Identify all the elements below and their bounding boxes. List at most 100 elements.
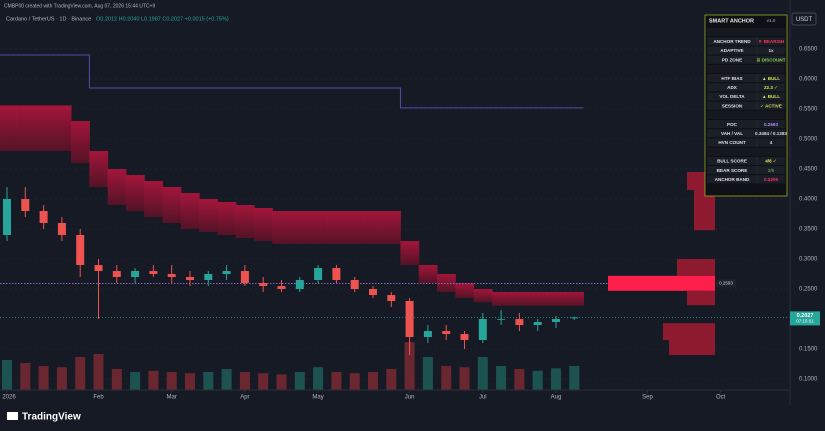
panel-row-label: HVN COUNT [718,140,746,145]
volume-bar [185,373,195,390]
logo-mark [7,412,18,420]
volume-bar [221,369,232,390]
volume-bar [56,367,67,390]
htf-line [0,54,584,109]
x-tick-label: Aug [551,395,562,401]
volume-bar [496,366,507,390]
anchor-band-step [272,211,292,245]
y-tick-label: 0.4500 [799,167,818,173]
credit: CMBP00 created with TradingView.com, Aug… [4,3,155,9]
unit-box[interactable] [791,12,817,26]
y-tick-label: 0.2500 [799,287,818,293]
candle-body [497,319,506,320]
volume-bar [349,373,360,390]
candle-body [240,271,249,284]
panel-row-label: BULL SCORE [717,159,747,164]
candle-body [314,268,323,281]
panel-row-label: ANCHOR BAND [715,177,750,182]
volume-bar [258,373,269,390]
panel-row-bg [707,175,785,184]
volume-bar [2,360,12,390]
candle-body [259,283,268,287]
volume-bar [75,357,86,390]
volume-profile-row [694,205,715,231]
logo: TradingView [7,412,81,423]
anchor-band-step [144,181,164,218]
panel-row-bg [707,92,785,101]
candle-body [552,319,560,323]
volume-bar [386,369,397,390]
panel-row-bg [707,138,785,147]
volume-bar [532,370,543,390]
panel-separator [707,110,785,119]
y-tick-label: 0.1500 [799,347,818,353]
volume-bar [313,367,324,390]
candle-body [405,301,414,338]
y-tick-label: 0.5500 [799,107,818,113]
panel-row-label: ADX [727,85,738,90]
volume-bar [20,363,31,390]
panel-row-bg [707,156,785,165]
panel-row-value: ⊞ DISCOUNT [756,57,785,62]
panel-row-value: ▲ BULL [762,76,780,81]
anchor-band-step [565,292,584,306]
anchor-band-step [16,105,35,152]
volume-bar [203,372,214,390]
smart-anchor-panel: SMART ANCHOR v1.0 ANCHOR TREND ▼ BEARISH ADA… [704,14,787,197]
x-tick-label: Oct [716,395,726,401]
last-price: 0.2027 [797,313,814,319]
y-tick-label: 0.1000 [799,377,818,383]
anchor-band-step [89,151,109,188]
candle-body [3,199,11,236]
volume-bar [93,354,104,390]
panel-row-value: 0.3484 / 0.1383 [755,131,787,136]
anchor-band-step [199,199,218,233]
panel-row-value: 2/6 [768,168,775,173]
anchor-band-step [71,121,90,164]
candle-body [478,319,487,341]
anchor-band-step [180,193,200,230]
poc-label: 0.2593 [719,281,733,286]
volume-bar [111,369,122,390]
panel-row-bg [707,46,785,55]
anchor-band-step [162,187,182,224]
candle-body [423,331,432,338]
countdown: 07:15:51 [796,319,814,324]
panel-version: v1.0 [767,18,776,23]
y-tick-label: 0.5000 [799,137,818,143]
ohlc: O0.2012 H0.2040 L0.1987 C0.2027 +0.0015 … [96,16,229,22]
candle-body [21,199,30,212]
volume-bar [331,372,342,390]
anchor-band-step [528,292,548,306]
unit-label: USDT [796,17,813,23]
panel-row-value: 0.2593 [764,122,778,127]
panel-separator [707,64,785,73]
candle-body [57,223,66,236]
panel-row-bg [707,129,785,138]
candle-body [387,295,396,302]
panel-row-bg [707,101,785,110]
candle-body [131,271,140,278]
volume-bar [38,366,49,390]
panel-row-label: SESSION [722,103,743,108]
candle-body [295,280,304,290]
candle-body [460,334,469,341]
volume-profile-row [677,259,715,276]
panel-row-label: POC [727,122,738,127]
volume-bar [404,342,415,390]
x-tick-label: Mar [167,395,177,401]
last-price-box [790,311,820,326]
panel-row-value: 4 [770,140,773,145]
anchor-band-step [290,211,310,245]
volume-bar [422,357,433,390]
volume-bar [239,372,250,390]
y-tick-label: 0.3500 [799,227,818,233]
x-tick-label: Feb [93,395,104,401]
panel-row-label: BEAR SCORE [717,168,748,173]
volume-bar [166,372,177,390]
candle-body [350,280,359,290]
candle-body [332,268,341,281]
x-tick-label: Jun [405,395,415,401]
panel-row-bg [707,83,785,92]
